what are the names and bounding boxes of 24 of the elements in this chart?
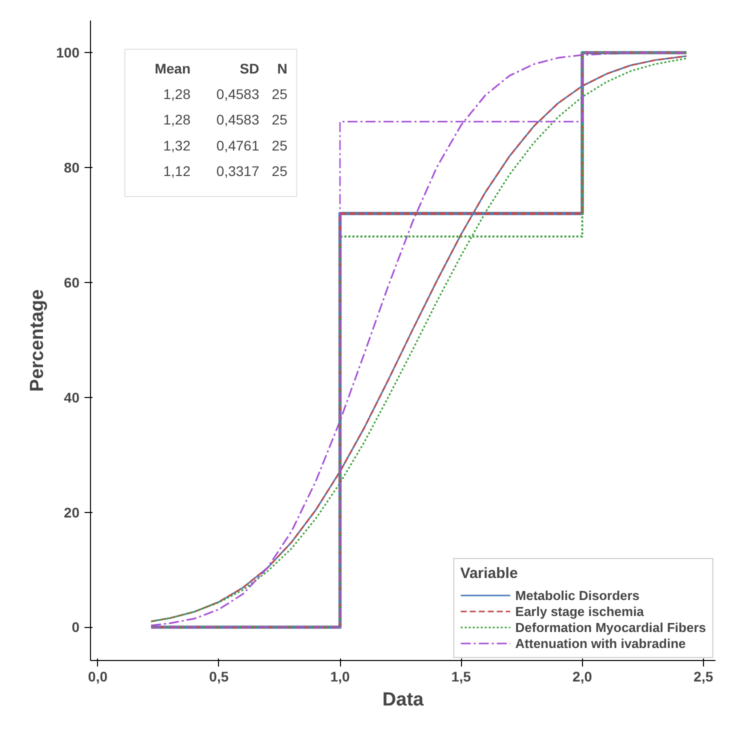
text: Mean SD N (154, 60, 288, 76)
y-axis-title: Percentage (27, 289, 48, 392)
text: 1,28 0,4583 25 (163, 86, 288, 102)
x-axis-title: Data (382, 690, 424, 710)
text: 1,32 0,4761 25 (163, 137, 288, 154)
text: 1,12 0,3317 25 (163, 162, 288, 179)
y-tick-label: 20 (64, 504, 80, 520)
legend-title: Variable (460, 565, 519, 582)
x-tick-label: 2,5 (694, 668, 714, 684)
y-tick-label: 100 (56, 44, 80, 61)
legend-label: Deformation Myocardial Fibers (515, 619, 706, 635)
x-tick-label: 0,0 (88, 668, 108, 684)
legend-label: Metabolic Disorders (515, 587, 640, 603)
y-tick-label: 60 (64, 274, 80, 290)
legend-label: Attenuation with ivabradine (515, 635, 686, 651)
x-tick-label: 1,5 (451, 668, 472, 684)
x-tick-label: 0,5 (209, 668, 229, 684)
y-tick-label: 0 (72, 619, 80, 636)
text: 1,28 0,4583 25 (163, 112, 288, 128)
y-tick-label: 80 (64, 160, 80, 176)
y-tick-label: 40 (64, 389, 80, 406)
x-tick-label: 2,0 (572, 668, 592, 684)
x-tick-label: 1,0 (330, 668, 350, 684)
legend-label: Early stage ischemia (515, 603, 644, 619)
